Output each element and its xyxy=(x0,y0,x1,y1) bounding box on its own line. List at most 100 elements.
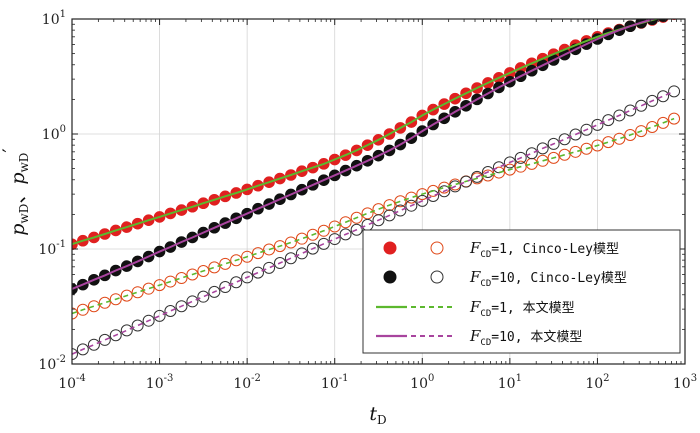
legend-label: FCD=1, 本文模型 xyxy=(469,298,575,319)
point-fcd10-derivative xyxy=(339,228,352,241)
line-fcd1-model-derivative xyxy=(72,117,675,315)
point-fcd10-derivative xyxy=(175,300,188,313)
point-fcd10-derivative xyxy=(646,94,659,107)
point-fcd10-derivative xyxy=(131,319,144,332)
point-fcd10-derivative xyxy=(503,156,516,169)
x-tick-label: 102 xyxy=(585,373,609,392)
point-fcd1-derivative xyxy=(164,275,177,288)
x-axis-title-sub: D xyxy=(377,413,387,427)
point-fcd1-pwd xyxy=(670,19,678,21)
point-fcd10-derivative xyxy=(87,338,100,351)
point-fcd10-derivative xyxy=(416,194,429,207)
legend-label: FCD=10, 本文模型 xyxy=(469,327,582,348)
point-fcd1-derivative xyxy=(263,243,276,256)
point-fcd10-derivative xyxy=(120,324,133,337)
point-fcd1-derivative xyxy=(284,236,297,249)
point-fcd10-derivative xyxy=(98,333,111,346)
y-tick-label-base: 10 xyxy=(38,357,56,373)
y-tick-label-base: 10 xyxy=(38,242,56,258)
point-fcd1-derivative xyxy=(361,207,374,220)
point-fcd1-derivative xyxy=(208,261,221,274)
point-fcd1-derivative xyxy=(383,199,396,212)
y-axis-title-p2: p xyxy=(7,172,29,184)
point-fcd1-derivative xyxy=(514,160,527,173)
point-fcd1-derivative xyxy=(328,220,341,233)
point-fcd10-derivative xyxy=(580,123,593,136)
x-axis-title-main: t xyxy=(369,403,377,425)
y-axis-title-sub2: wD xyxy=(17,153,31,173)
point-fcd10-derivative xyxy=(547,137,560,150)
legend-label: FCD=1, Cinco-Ley模型 xyxy=(469,239,619,260)
point-fcd1-derivative xyxy=(492,166,505,179)
point-fcd10-derivative xyxy=(350,223,363,236)
point-fcd10-derivative xyxy=(306,242,319,255)
point-fcd1-derivative xyxy=(87,300,100,313)
legend-label-text: =1, Cinco-Ley模型 xyxy=(491,242,619,257)
x-tick-label-exp: -1 xyxy=(339,373,349,384)
point-fcd10-derivative xyxy=(602,114,615,127)
point-fcd10-derivative xyxy=(197,290,210,303)
point-fcd10-derivative xyxy=(241,271,254,284)
point-fcd1-derivative xyxy=(120,289,133,302)
x-tick-label: 100 xyxy=(410,373,434,392)
data-clip-group xyxy=(72,19,681,361)
point-fcd1-derivative xyxy=(142,282,155,295)
point-fcd1-derivative xyxy=(394,195,407,208)
point-fcd10-derivative xyxy=(536,142,549,155)
point-fcd10-derivative xyxy=(142,314,155,327)
point-fcd1-derivative xyxy=(536,154,549,167)
x-tick-label: 10-2 xyxy=(233,373,261,392)
y-tick-label-exp: 0 xyxy=(60,124,66,135)
x-tick-labels: 10-4 10-3 10-2 10-1 100 101 102 103 xyxy=(58,373,697,392)
x-tick-label: 10-4 xyxy=(58,373,86,392)
x-tick-label: 101 xyxy=(498,373,522,392)
y-axis-title-sep: 、 xyxy=(7,185,29,204)
point-fcd10-derivative xyxy=(657,90,670,103)
point-fcd1-derivative xyxy=(219,257,232,270)
point-fcd1-derivative xyxy=(251,247,264,260)
point-fcd10-derivative xyxy=(394,204,407,217)
legend-label-text: =10, 本文模型 xyxy=(491,330,582,345)
point-fcd10-derivative xyxy=(251,266,264,279)
point-fcd1-derivative xyxy=(350,211,363,224)
point-fcd10-derivative xyxy=(219,281,232,294)
legend-box xyxy=(362,229,681,354)
x-tick-label-base: 10 xyxy=(585,376,603,392)
x-tick-label: 10-3 xyxy=(146,373,174,392)
point-fcd10-derivative xyxy=(558,133,571,146)
point-fcd1-derivative xyxy=(109,293,122,306)
point-fcd1-derivative xyxy=(547,151,560,164)
point-fcd1-derivative xyxy=(131,286,144,299)
y-axis-title: pwD、pwD′ xyxy=(0,148,31,236)
point-fcd10-derivative xyxy=(295,247,308,260)
x-tick-label-base: 10 xyxy=(146,376,164,392)
point-fcd10-derivative xyxy=(72,348,78,361)
legend-label-symbol: F xyxy=(469,239,481,257)
x-tick-label-base: 10 xyxy=(410,376,428,392)
point-fcd1-derivative xyxy=(241,250,254,263)
point-fcd1-derivative xyxy=(273,240,286,253)
point-fcd10-derivative xyxy=(153,309,166,322)
point-fcd1-derivative xyxy=(646,121,659,134)
legend-label-subscript: CD xyxy=(480,250,491,260)
point-fcd1-derivative xyxy=(591,139,604,152)
legend-marker-filled xyxy=(383,241,397,255)
legend-label-text: =1, 本文模型 xyxy=(491,301,574,316)
x-tick-label-exp: 2 xyxy=(603,373,609,384)
point-fcd1-derivative xyxy=(657,116,670,129)
point-fcd10-derivative xyxy=(383,209,396,222)
point-fcd10-derivative xyxy=(109,329,122,342)
x-tick-label-exp: 0 xyxy=(428,373,434,384)
y-tick-label-base: 10 xyxy=(42,12,60,28)
point-fcd1-derivative xyxy=(197,264,210,277)
point-fcd1-derivative xyxy=(72,307,78,320)
data-layer xyxy=(72,19,681,361)
y-axis-title-sub1: wD xyxy=(17,204,31,224)
legend-label-symbol: F xyxy=(469,327,481,345)
y-tick-label-base: 10 xyxy=(42,127,60,143)
point-fcd10-derivative xyxy=(328,233,341,246)
line-fcd1-model-pwd xyxy=(72,19,660,246)
